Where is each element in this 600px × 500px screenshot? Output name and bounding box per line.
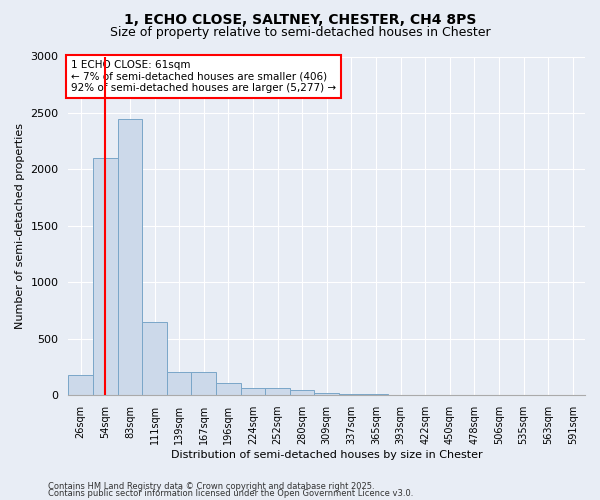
Text: 1, ECHO CLOSE, SALTNEY, CHESTER, CH4 8PS: 1, ECHO CLOSE, SALTNEY, CHESTER, CH4 8PS [124,12,476,26]
X-axis label: Distribution of semi-detached houses by size in Chester: Distribution of semi-detached houses by … [171,450,482,460]
Bar [93,158,118,395]
Bar [241,388,265,395]
Bar [216,384,241,395]
Bar [118,118,142,395]
Bar [167,372,191,395]
Y-axis label: Number of semi-detached properties: Number of semi-detached properties [15,123,25,329]
Bar [191,372,216,395]
Bar [364,394,388,395]
Text: 1 ECHO CLOSE: 61sqm
← 7% of semi-detached houses are smaller (406)
92% of semi-d: 1 ECHO CLOSE: 61sqm ← 7% of semi-detache… [71,60,336,93]
Bar [265,388,290,395]
Bar [68,376,93,395]
Text: Contains public sector information licensed under the Open Government Licence v3: Contains public sector information licen… [48,490,413,498]
Bar [314,392,339,395]
Bar [290,390,314,395]
Bar [388,394,413,395]
Text: Size of property relative to semi-detached houses in Chester: Size of property relative to semi-detach… [110,26,490,39]
Bar [339,394,364,395]
Text: Contains HM Land Registry data © Crown copyright and database right 2025.: Contains HM Land Registry data © Crown c… [48,482,374,491]
Bar [142,322,167,395]
